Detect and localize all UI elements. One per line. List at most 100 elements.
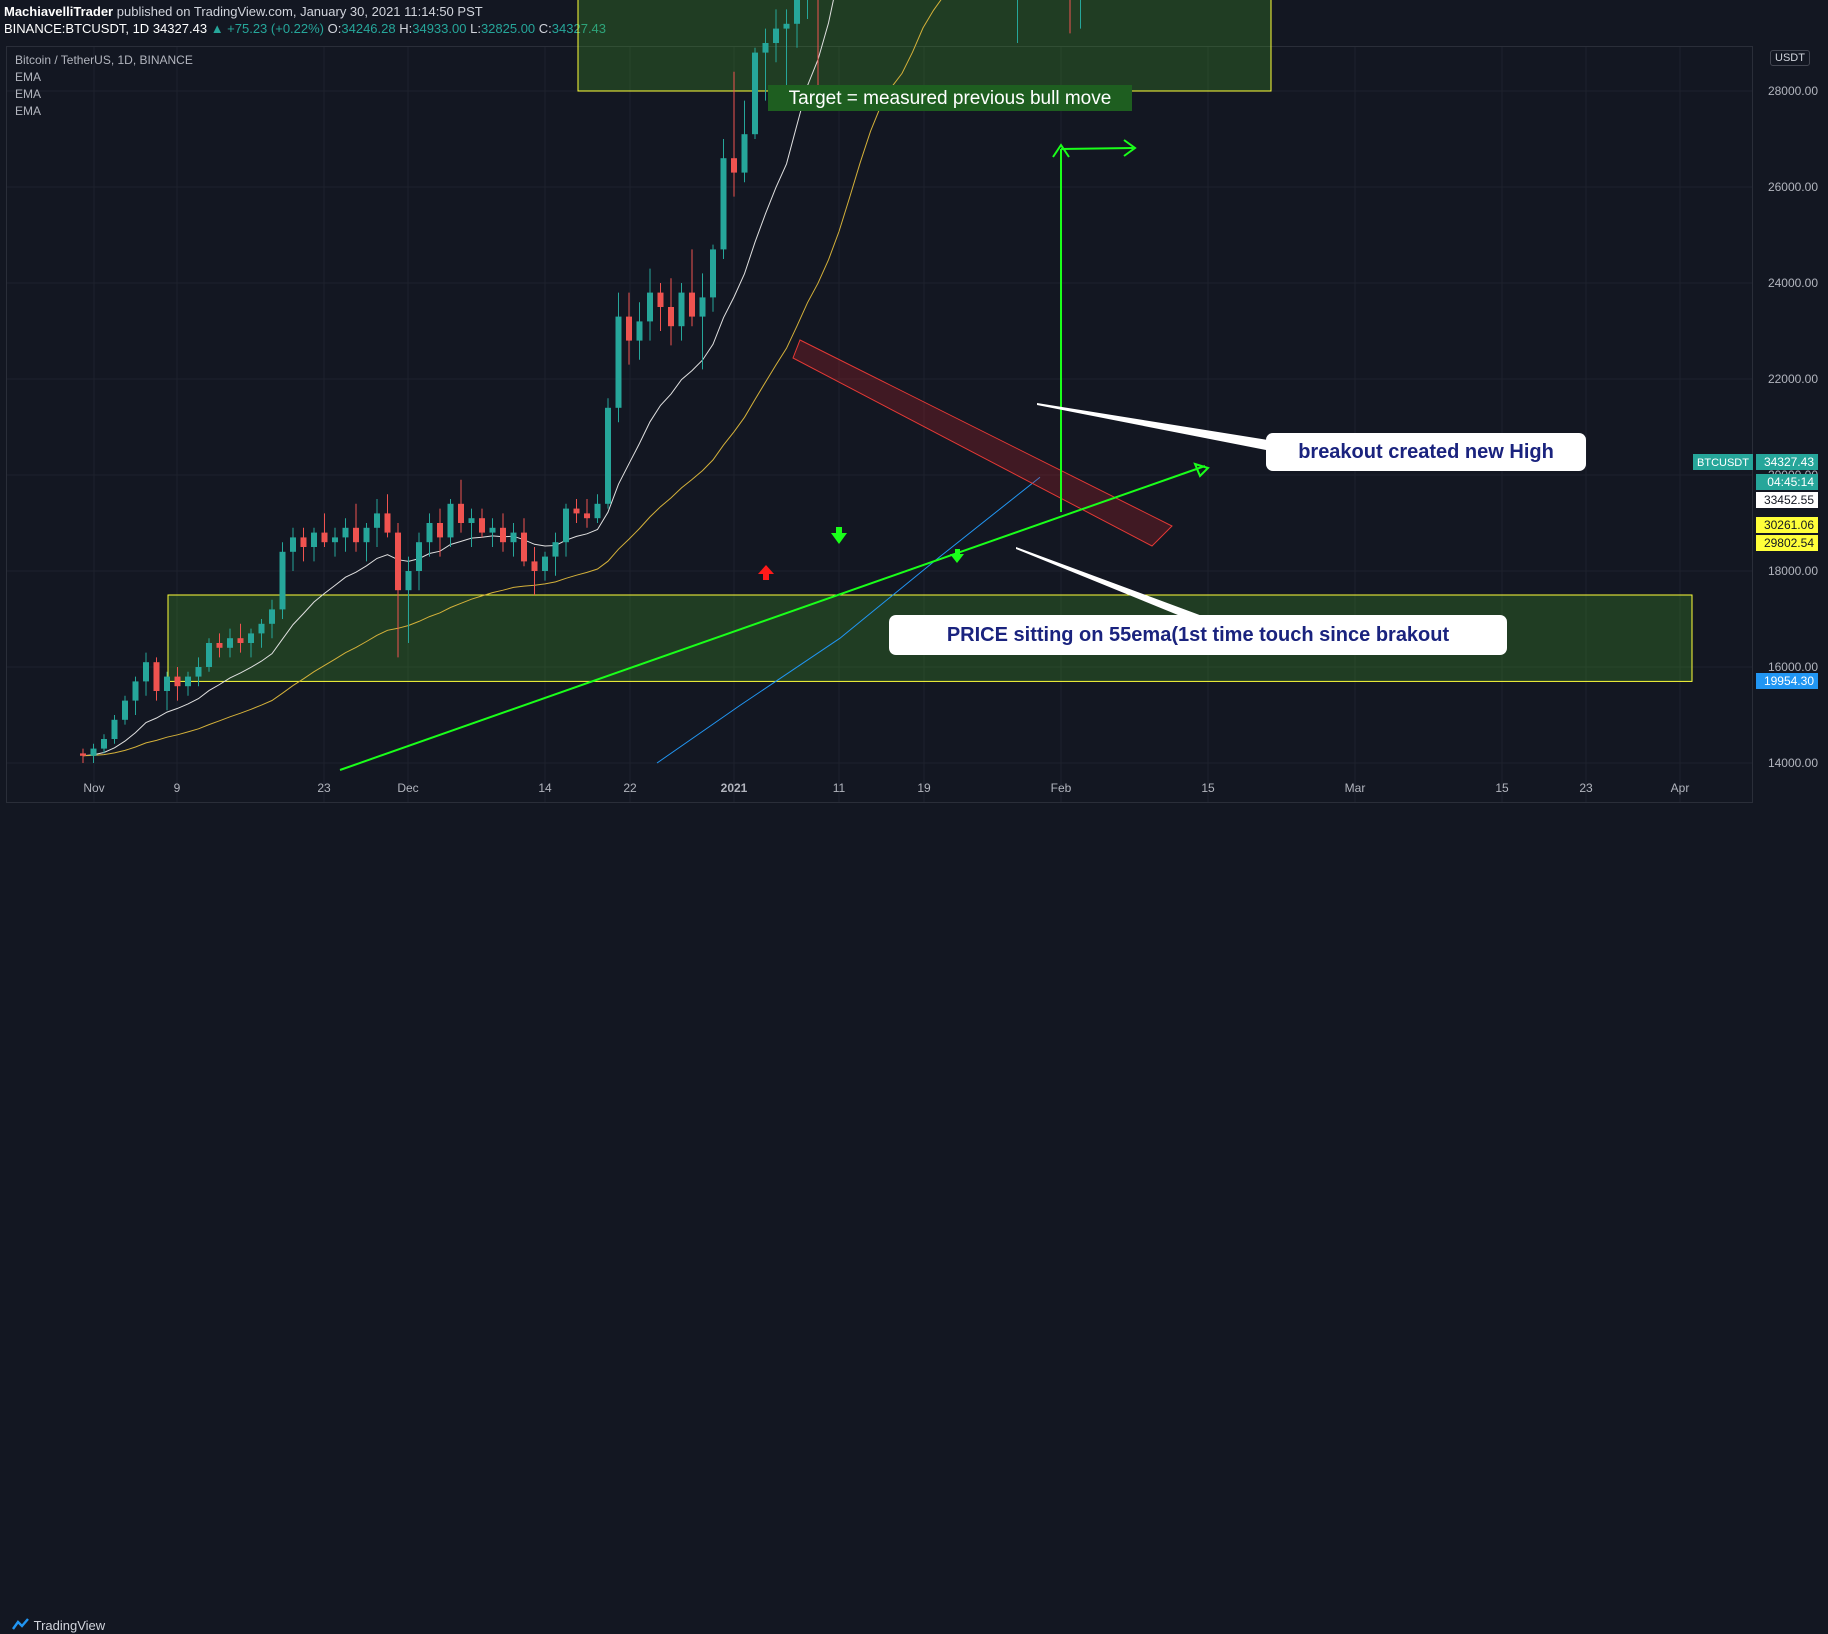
x-tick-label: 15 [1201,781,1215,795]
candle-body [437,523,443,538]
y-tick-label: 28000.00 [1768,84,1818,98]
candle-body [699,297,706,317]
candle-body [594,503,601,519]
last-price: 34327.43 [152,21,208,36]
candle-body [353,527,359,543]
price-chart[interactable]: 14000.0016000.0018000.0020000.0022000.00… [0,0,1828,838]
x-tick-label: 19 [917,781,931,795]
trendline-arrowhead [1193,462,1210,478]
legend-ema-3[interactable]: EMA [15,104,42,118]
ema-55-line [82,0,942,757]
y-tick-label: 30000.00 [1768,0,1818,2]
x-tick-label: 23 [1579,781,1593,795]
btcusdt-tag: BTCUSDT [1697,457,1749,469]
candle-body [80,753,86,756]
target-horizontal-line [1060,147,1134,150]
chart-legend: Bitcoin / TetherUS, 1D, BINANCE EMA EMA … [15,52,193,120]
candle-body [741,134,748,173]
candle-body [122,700,128,720]
open-value: 34246.28 [341,21,396,36]
level-29802-label-bg [1756,535,1818,551]
level-33452-label-bg [1756,492,1818,508]
candle-body [300,537,307,547]
candle-body [458,503,464,523]
candle-body [216,643,223,648]
falling-wedge-channel [792,339,1173,547]
ema-fast-line [82,0,834,757]
price-change: ▲ +75.23 (+0.22%) [210,21,325,36]
candle-body [731,158,737,173]
breakout-note-bg [1266,433,1586,471]
x-tick-label: Dec [397,781,418,795]
candles [80,0,1081,763]
target-note: Target = measured previous bull move [789,88,1112,109]
candle-body [290,537,296,552]
candle-body [311,532,317,547]
candle-body [101,739,107,749]
price-axis[interactable]: 14000.0016000.0018000.0020000.0022000.00… [1768,0,1818,770]
author-name[interactable]: MachiavelliTrader [4,4,114,19]
annotations: Target = measured previous bull move brea… [768,85,1586,655]
legend-ema-1[interactable]: EMA [15,70,42,84]
target-up-arrowhead [1052,143,1070,158]
published-text: published on TradingView.com, January 30… [116,4,483,19]
ema-slow-price-label-bg [1756,673,1818,689]
tradingview-logo[interactable]: TradingView [12,1617,105,1634]
breakout-pointer [1037,403,1268,450]
price-pointer [1016,547,1205,624]
publish-header: MachiavelliTrader published on TradingVi… [0,0,1828,40]
candle-body [615,316,622,408]
open-label: O: [327,21,342,36]
candle-body [573,508,580,514]
drawings [339,139,1268,771]
legend-title[interactable]: Bitcoin / TetherUS, 1D, BINANCE [15,53,193,67]
red-up-arrow [758,565,774,580]
candle-body [647,292,653,322]
candle-body [321,532,328,543]
candle-body [153,662,160,691]
level-29802-label: 29802.54 [1764,536,1814,550]
target-right-arrowhead [1123,139,1137,157]
chart-frame [6,46,1753,803]
ohlc-line: BINANCE:BTCUSDT, 1D 34327.43 ▲ +75.23 (+… [4,21,606,36]
legend-ema-2[interactable]: EMA [15,87,42,101]
candle-body [111,719,118,739]
x-tick-label: Feb [1051,781,1072,795]
tradingview-icon [12,1618,34,1634]
x-tick-label: 14 [538,781,552,795]
last-price-label: 34327.43 [1764,455,1814,469]
y-tick-label: 22000.00 [1768,372,1818,386]
y-tick-label: 26000.00 [1768,180,1818,194]
candle-body [363,527,370,543]
candle-body [710,249,716,298]
candle-body [605,407,611,504]
candle-body [794,0,800,24]
currency-tag[interactable]: USDT [1770,50,1810,66]
candle-body [552,542,559,557]
candle-body [174,676,181,687]
candle-body [195,667,202,677]
x-tick-label: 15 [1495,781,1509,795]
green-up-arrow-2 [950,549,964,563]
x-tick-label: 11 [833,781,846,795]
candle-body [426,523,433,543]
price-note-bg [889,615,1507,655]
candle-body [636,321,643,341]
x-tick-label: 2021 [721,781,748,795]
upper-support-zone [577,0,1272,92]
ema-lines [82,0,1041,764]
candle-body [773,28,779,43]
candle-body [132,681,139,701]
candle-body [164,676,170,691]
x-tick-label: 9 [174,781,181,795]
candle-body [332,537,338,543]
breakout-note: breakout created new High [1298,441,1554,463]
last-price-label-bg [1756,454,1818,470]
candle-body [668,307,674,327]
candle-body [479,518,485,533]
level-33452-label: 33452.55 [1764,493,1814,507]
candle-body [227,638,233,648]
low-value: 32825.00 [480,21,536,36]
time-axis[interactable]: Nov 9 23 Dec 14 22 2021 11 19 Feb 15 Mar 15 23 Apr [83,781,1689,795]
rising-trendline [339,465,1206,771]
